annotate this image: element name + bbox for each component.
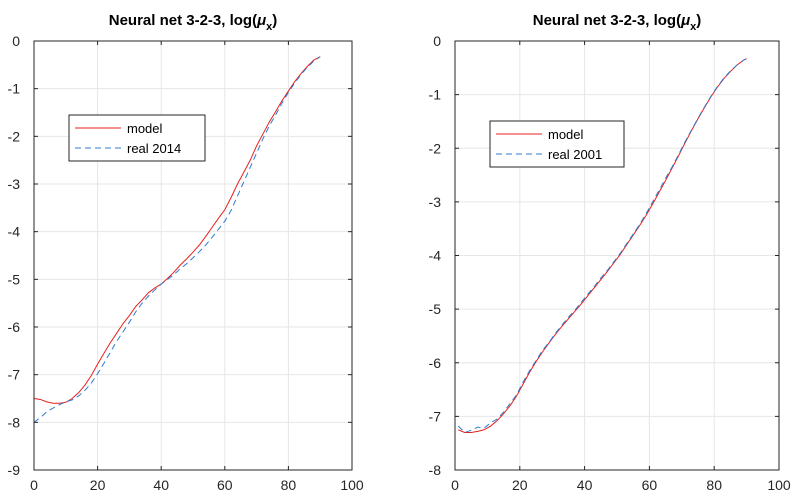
legend-box [68, 114, 206, 162]
legend: model real 2014 [68, 114, 206, 162]
chart-title: Neural net 3-2-3, log(μx) [533, 12, 702, 33]
chart-title-subscript: x [690, 21, 697, 33]
chart-panel-1: 0 20 40 60 80 100 -9 -8 -7 -6 -5 -4 -3 -2 -1 0 Neural ne… [8, 12, 364, 493]
chart-title-symbol: μ [256, 12, 266, 29]
y-tick-label: -3 [8, 176, 21, 192]
x-tick-label: 60 [217, 477, 233, 493]
legend-label: model [127, 121, 163, 136]
series-line-real-2001 [457, 58, 747, 434]
y-tick-label: -6 [8, 319, 21, 335]
y-tick-label: -2 [8, 128, 21, 144]
y-tick-label: -6 [429, 355, 442, 371]
plot-area [34, 41, 352, 470]
chart-title-text: Neural net 3-2-3, log( [533, 12, 681, 29]
chart-title-suffix: ) [696, 12, 701, 29]
legend-label: model [548, 127, 584, 142]
y-tick-label: -7 [8, 367, 21, 383]
x-tick-label: 40 [153, 477, 169, 493]
x-tick-label: 60 [642, 477, 658, 493]
y-tick-label: -8 [8, 414, 21, 430]
legend-box [489, 120, 625, 168]
y-tick-label: -9 [8, 462, 21, 478]
x-tick-label: 0 [451, 477, 459, 493]
y-tick-label: -5 [429, 301, 442, 317]
x-tick-label: 0 [30, 477, 38, 493]
chart-panel-2: 0 20 40 60 80 100 -8 -7 -6 -5 -4 -3 -2 -1 0 Neural net … [429, 12, 791, 493]
chart-title-suffix: ) [272, 12, 277, 29]
y-tick-label: -1 [429, 87, 442, 103]
x-tick-label: 40 [577, 477, 593, 493]
legend-label: real 2001 [548, 147, 602, 162]
x-tick-label: 100 [767, 477, 791, 493]
x-tick-label: 80 [706, 477, 722, 493]
y-tick-label: 0 [12, 33, 20, 49]
chart-title-subscript: x [266, 21, 273, 33]
y-tick-label: -1 [8, 81, 21, 97]
y-tick-label: -3 [429, 194, 442, 210]
legend: model real 2001 [489, 120, 625, 168]
y-tick-label: -4 [429, 248, 442, 264]
axes-box [33, 40, 353, 471]
chart-title: Neural net 3-2-3, log(μx) [109, 12, 278, 33]
chart-title-symbol: μ [680, 12, 690, 29]
x-tick-label: 80 [281, 477, 297, 493]
y-tick-label: -4 [8, 224, 21, 240]
x-tick-label: 20 [512, 477, 528, 493]
y-tick-label: 0 [433, 33, 441, 49]
chart-title-text: Neural net 3-2-3, log( [109, 12, 257, 29]
y-tick-label: -5 [8, 271, 21, 287]
x-tick-label: 100 [340, 477, 364, 493]
series-line-model [33, 56, 321, 404]
y-tick-label: -7 [429, 408, 442, 424]
y-tick-label: -8 [429, 462, 442, 478]
y-tick-label: -2 [429, 140, 442, 156]
x-tick-label: 20 [90, 477, 106, 493]
legend-label: real 2014 [127, 141, 181, 156]
series-line-real-2014 [33, 56, 321, 423]
